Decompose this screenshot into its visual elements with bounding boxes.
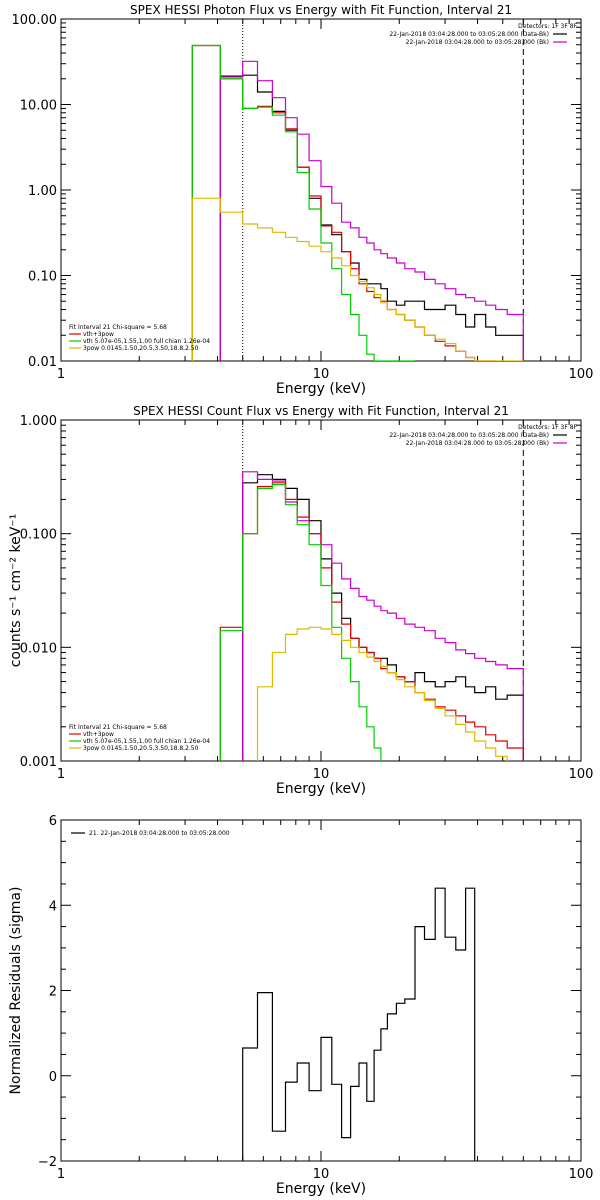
x-tick-label: 1 <box>57 767 65 782</box>
y-tick-label: 1.000 <box>20 414 57 429</box>
series-4-line <box>191 197 524 361</box>
y-tick-label: 4 <box>49 899 57 914</box>
y-tick-label: 100.00 <box>12 13 58 28</box>
series-3-line <box>191 44 415 361</box>
legend-entry-label: 22-Jan-2018 03:04:28.000 to 03:05:28.000… <box>389 31 549 38</box>
legend-entry-label: vth+3pow <box>83 731 114 738</box>
x-tick-label: 1 <box>57 1167 65 1182</box>
legend-entry-label: vth+3pow <box>83 331 114 338</box>
y-tick-label: 0.10 <box>28 270 57 285</box>
y-tick-label: 0.100 <box>20 528 57 543</box>
x-tick-label: 10 <box>313 367 330 382</box>
x-tick-label: 100 <box>569 767 594 782</box>
legend-header: Detectors: 1F 3F 8F <box>518 424 577 431</box>
y-tick-label: 0.01 <box>28 355 57 370</box>
y-axis-label: counts s⁻¹ cm⁻² keV⁻¹ <box>8 514 24 668</box>
y-tick-label: 0 <box>49 1070 57 1085</box>
x-axis-label: Energy (keV) <box>276 381 366 397</box>
y-tick-label: −2 <box>38 1155 57 1170</box>
plot-frame <box>60 419 582 762</box>
series-3-line <box>219 484 382 761</box>
y-tick-label: 0.001 <box>20 755 57 770</box>
series-0-line <box>219 74 524 361</box>
x-tick-label: 10 <box>313 1167 330 1182</box>
legend-entry-label: vth 5.07e-05,1.55,1.00 full chian 1.26e-… <box>83 338 210 345</box>
x-tick-label: 10 <box>313 767 330 782</box>
legend-entry-label: 21. 22-Jan-2018 03:04:28.000 to 03:05:28… <box>89 830 230 837</box>
panel-2 <box>60 419 582 762</box>
series-4-line <box>256 626 508 761</box>
y-tick-label: 10.00 <box>20 99 57 114</box>
series-1-line <box>219 60 524 361</box>
series-1-line <box>242 471 524 761</box>
series-0-line <box>242 887 476 1161</box>
panel-3 <box>60 819 582 1162</box>
y-tick-label: 0.010 <box>20 641 57 656</box>
series-2-line <box>219 482 524 761</box>
chart-title: SPEX HESSI Photon Flux vs Energy with Fi… <box>130 3 512 17</box>
series-0-line <box>242 474 524 761</box>
y-tick-label: 1.00 <box>28 184 57 199</box>
legend-header: Fit Interval 21 Chi-square = 5.68 <box>69 324 167 331</box>
legend-header: Fit Interval 21 Chi-square = 5.68 <box>69 724 167 731</box>
y-tick-label: 6 <box>49 814 57 829</box>
legend-entry-label: 22-Jan-2018 03:04:28.000 to 03:05:28.000… <box>389 432 549 439</box>
legend-header: Detectors: 1F 3F 8F <box>518 23 577 30</box>
x-axis-label: Energy (keV) <box>276 1181 366 1197</box>
chart-title: SPEX HESSI Count Flux vs Energy with Fit… <box>133 404 509 418</box>
y-tick-label: 2 <box>49 985 57 1000</box>
legend-entry-label: vth 5.07e-05,1.55,1.00 full chian 1.26e-… <box>83 738 210 745</box>
x-tick-label: 100 <box>569 1167 594 1182</box>
panel-1 <box>60 18 582 362</box>
y-axis-label: Normalized Residuals (sigma) <box>8 887 24 1095</box>
x-axis-label: Energy (keV) <box>276 781 366 797</box>
legend-entry-label: 3pow 0.0145,1.50,20.5,3.50,18.8,2.50 <box>83 745 199 752</box>
legend-entry-label: 22-Jan-2018 03:04:28.000 to 03:05:28.000… <box>406 39 549 46</box>
x-tick-label: 100 <box>569 367 594 382</box>
legend-entry-label: 3pow 0.0145,1.50,20.5,3.50,18.8,2.50 <box>83 345 199 352</box>
x-tick-label: 1 <box>57 367 65 382</box>
series-2-line <box>191 44 496 361</box>
plot-frame <box>60 819 582 1162</box>
legend-entry-label: 22-Jan-2018 03:04:28.000 to 03:05:28.000… <box>406 440 549 447</box>
